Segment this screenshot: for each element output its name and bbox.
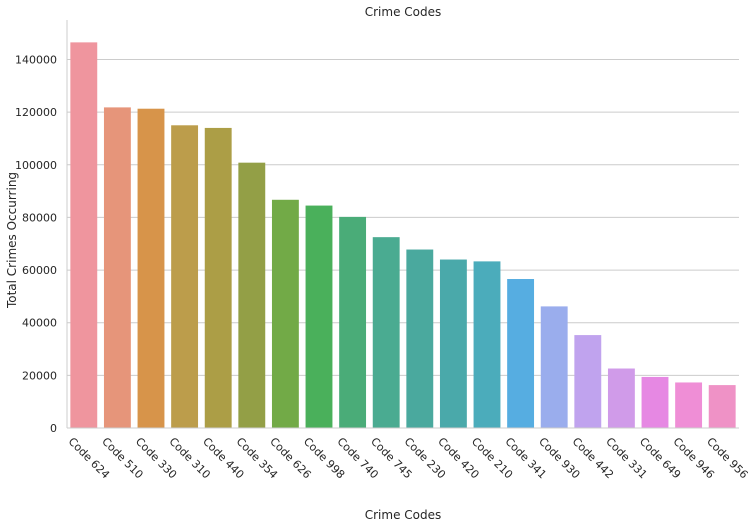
gridlines xyxy=(67,58,739,376)
bar xyxy=(271,199,299,428)
bar xyxy=(473,261,501,428)
bar xyxy=(137,108,165,429)
bar xyxy=(305,205,333,428)
y-tick-label: 120000 xyxy=(15,106,57,119)
chart-title: Crime Codes xyxy=(365,5,442,19)
bar xyxy=(238,162,266,428)
y-tick-label: 20000 xyxy=(22,369,57,382)
bar xyxy=(708,385,736,428)
y-tick-label: 0 xyxy=(50,422,57,435)
bar xyxy=(372,237,400,428)
x-axis-label: Crime Codes xyxy=(365,508,442,522)
bar xyxy=(675,382,703,428)
y-tick-label: 60000 xyxy=(22,264,57,277)
bar xyxy=(540,306,568,428)
bar xyxy=(204,127,232,428)
bar xyxy=(574,335,602,428)
y-tick-labels: 0 20000 40000 60000 80000 100000 120000 140000 xyxy=(15,53,57,435)
bar xyxy=(607,368,635,428)
y-tick-label: 140000 xyxy=(15,53,57,66)
bar xyxy=(171,125,199,429)
bar xyxy=(439,259,467,428)
y-axis-label: Total Crimes Occurring xyxy=(5,172,19,309)
y-tick-label: 40000 xyxy=(22,317,57,330)
bar xyxy=(507,279,535,428)
bar xyxy=(641,376,669,428)
bar xyxy=(70,42,98,428)
y-tick-label: 80000 xyxy=(22,211,57,224)
y-tick-label: 100000 xyxy=(15,159,57,172)
bar xyxy=(406,249,434,428)
bars xyxy=(70,42,736,429)
bar xyxy=(339,216,367,428)
bar xyxy=(103,107,131,429)
